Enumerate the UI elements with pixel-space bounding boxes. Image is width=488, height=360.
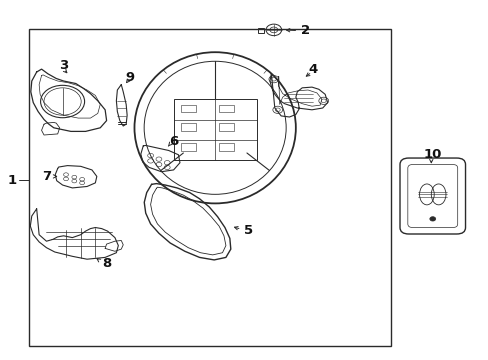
Bar <box>181 123 195 131</box>
Bar <box>173 99 256 160</box>
Bar <box>181 143 195 151</box>
Text: 6: 6 <box>169 135 178 148</box>
Text: 4: 4 <box>308 63 317 76</box>
Bar <box>258 28 264 33</box>
Text: 1: 1 <box>8 174 17 186</box>
Text: 9: 9 <box>125 71 134 84</box>
Bar <box>181 104 195 112</box>
Bar <box>219 104 234 112</box>
Text: 8: 8 <box>102 257 111 270</box>
Circle shape <box>429 217 435 221</box>
Bar <box>29 29 390 346</box>
Bar <box>219 143 234 151</box>
Text: 7: 7 <box>42 170 51 183</box>
Text: 3: 3 <box>59 59 68 72</box>
Text: 5: 5 <box>244 224 252 237</box>
Bar <box>219 123 234 131</box>
Text: 2: 2 <box>301 24 309 37</box>
Text: 10: 10 <box>423 148 441 161</box>
